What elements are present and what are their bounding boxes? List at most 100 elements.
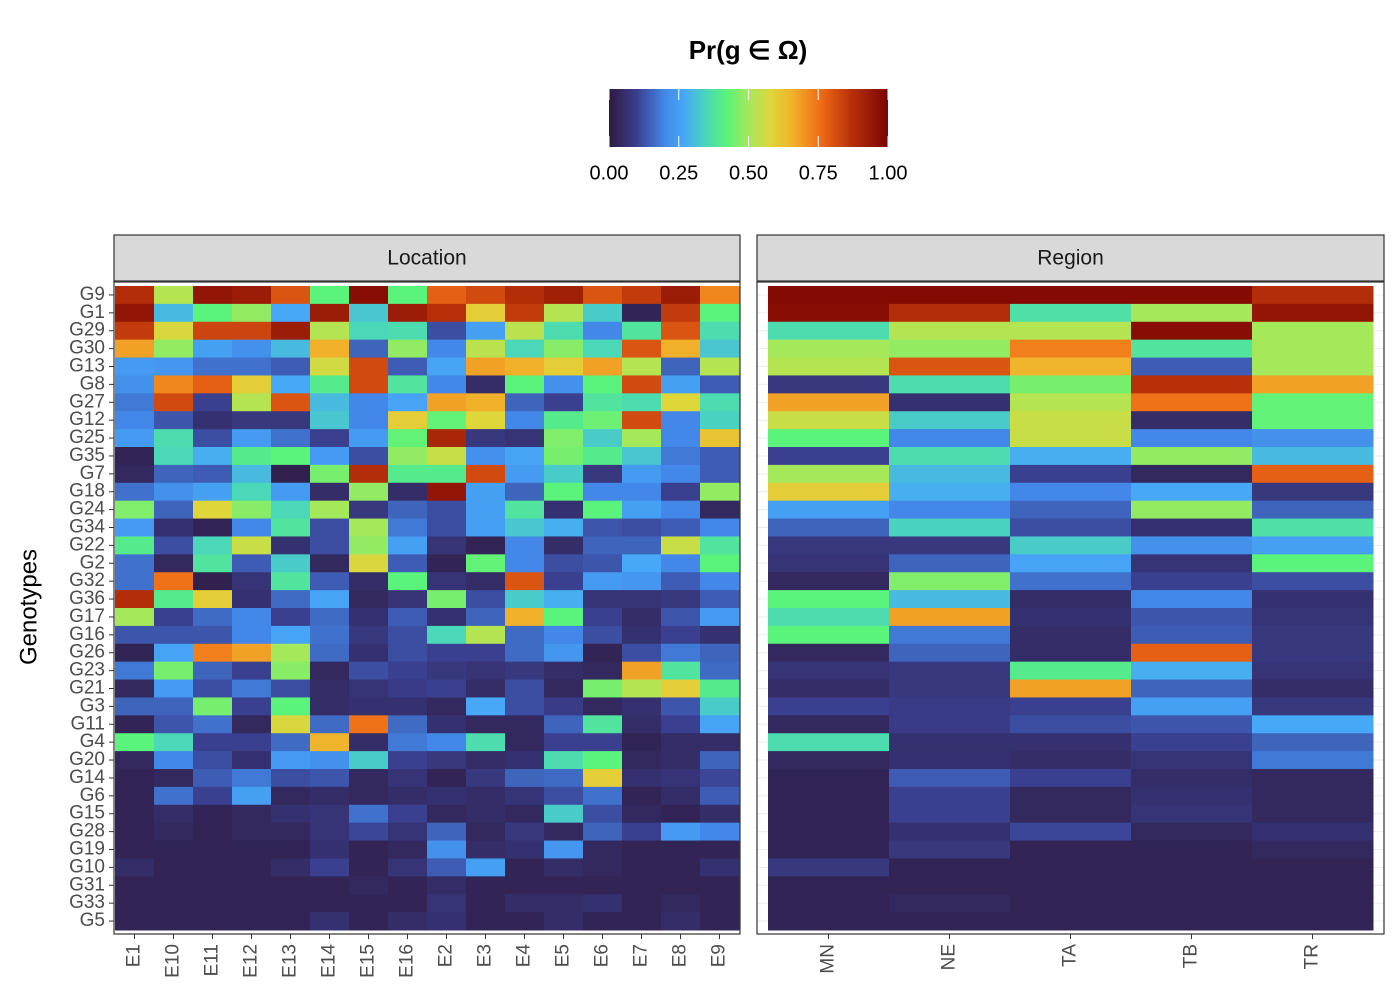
heatmap-cell	[1252, 822, 1374, 842]
heatmap-cell	[544, 858, 584, 877]
heatmap-cell	[115, 679, 155, 698]
heatmap-cell	[700, 357, 740, 376]
heatmap-cell	[193, 661, 233, 681]
heatmap-cell	[388, 464, 428, 484]
strip-label: Region	[1037, 247, 1104, 270]
heatmap-cell	[154, 769, 194, 788]
heatmap-cell	[583, 822, 623, 842]
heatmap-cell	[388, 822, 428, 842]
heatmap-cell	[427, 804, 467, 824]
heatmap-cell	[193, 697, 233, 716]
strip	[113, 234, 741, 282]
heatmap-cell	[1010, 697, 1132, 716]
heatmap-cell	[661, 518, 701, 537]
heatmap-cell	[388, 625, 428, 645]
heatmap-cell	[427, 625, 467, 645]
heatmap-cell	[1131, 429, 1253, 448]
heatmap-cell	[232, 625, 272, 645]
heatmap-cell	[583, 393, 623, 412]
heatmap-cell	[622, 643, 662, 663]
heatmap-cell	[154, 643, 194, 663]
heatmap-cell	[310, 858, 350, 877]
heatmap-cell	[1252, 751, 1374, 770]
heatmap-cell	[700, 786, 740, 806]
heatmap-cell	[700, 464, 740, 484]
heatmap-cell	[700, 482, 740, 502]
heatmap-cell	[622, 429, 662, 448]
heatmap-cell	[388, 786, 428, 806]
heatmap-cell	[115, 822, 155, 842]
heatmap-cell	[271, 429, 311, 448]
heatmap-cell	[154, 500, 194, 520]
heatmap-cell	[661, 393, 701, 412]
heatmap-cell	[271, 876, 311, 895]
heatmap-cell	[1010, 733, 1132, 752]
heatmap-cell	[427, 679, 467, 698]
y-tick-label: G10	[69, 856, 105, 877]
heatmap-cell	[310, 804, 350, 824]
heatmap-cell	[349, 464, 389, 484]
y-tick-label: G1	[80, 302, 105, 323]
heatmap-cell	[889, 679, 1011, 698]
heatmap-cell	[1010, 411, 1132, 430]
heatmap-cell	[1252, 894, 1374, 913]
heatmap-cell	[505, 804, 545, 824]
x-tick-label: TA	[1060, 944, 1081, 967]
heatmap-cell	[349, 554, 389, 573]
heatmap-cell	[388, 876, 428, 895]
heatmap-cell	[661, 321, 701, 341]
heatmap-cell	[349, 375, 389, 394]
heatmap-cell	[505, 715, 545, 734]
heatmap-cell	[768, 858, 890, 877]
heatmap-cell	[154, 715, 194, 734]
heatmap-cell	[889, 876, 1011, 895]
heatmap-cell	[115, 536, 155, 555]
heatmap-cell	[661, 536, 701, 555]
heatmap-cell	[1252, 840, 1374, 859]
heatmap-cell	[1131, 769, 1253, 788]
colorbar-tick-label: 0.25	[659, 162, 698, 184]
heatmap-cell	[889, 643, 1011, 663]
heatmap-cell	[700, 608, 740, 627]
heatmap-cell	[700, 375, 740, 394]
heatmap-cell	[232, 321, 272, 341]
heatmap-cell	[310, 339, 350, 359]
heatmap-cell	[583, 590, 623, 609]
heatmap-cell	[466, 822, 506, 842]
heatmap-cell	[1131, 286, 1253, 305]
heatmap-cell	[1010, 572, 1132, 591]
heatmap-cell	[768, 661, 890, 681]
heatmap-cell	[700, 572, 740, 591]
heatmap-cell	[768, 733, 890, 752]
heatmap-cell	[544, 643, 584, 663]
heatmap-cell	[700, 518, 740, 537]
x-tick-label: E12	[241, 944, 262, 978]
heatmap-cell	[388, 518, 428, 537]
y-tick-label: G12	[69, 409, 105, 430]
heatmap-cell	[1252, 482, 1374, 502]
x-tick-label: E15	[358, 944, 379, 978]
heatmap-cell	[661, 804, 701, 824]
heatmap-cell	[768, 411, 890, 430]
heatmap-cell	[700, 411, 740, 430]
heatmap-cell	[1252, 590, 1374, 609]
heatmap-cell	[193, 822, 233, 842]
heatmap-cell	[115, 482, 155, 502]
heatmap-cell	[427, 464, 467, 484]
heatmap-cell	[583, 697, 623, 716]
heatmap-cell	[115, 339, 155, 359]
heatmap-cell	[768, 357, 890, 376]
y-tick-label: G17	[69, 606, 105, 627]
heatmap-cell	[349, 339, 389, 359]
heatmap-cell	[768, 393, 890, 412]
heatmap-cell	[1010, 912, 1132, 931]
heatmap-cell	[466, 804, 506, 824]
heatmap-cell	[466, 608, 506, 627]
heatmap-cell	[583, 769, 623, 788]
heatmap-cell	[427, 733, 467, 752]
heatmap-cell	[271, 572, 311, 591]
heatmap-cell	[427, 590, 467, 609]
heatmap-cell	[349, 769, 389, 788]
heatmap-cell	[768, 303, 890, 323]
heatmap-cell	[889, 464, 1011, 484]
